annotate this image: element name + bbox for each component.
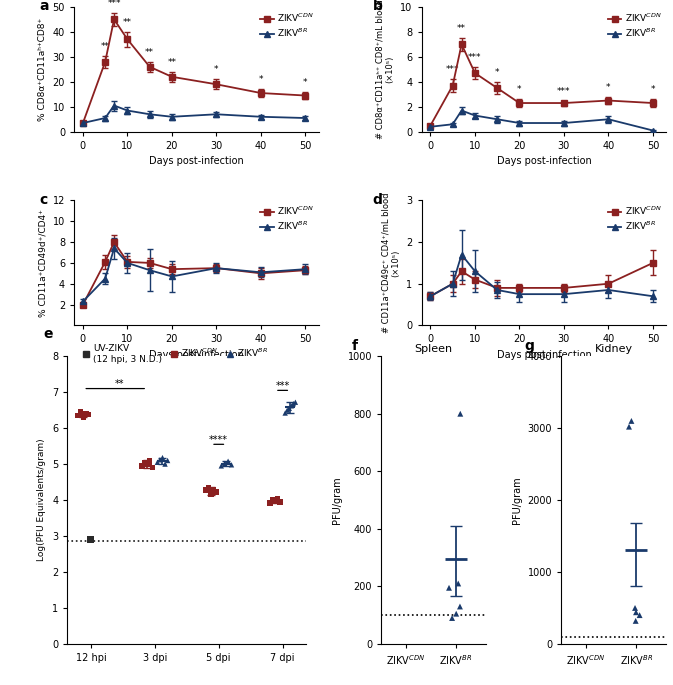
Y-axis label: Log(PFU Equivalents/gram): Log(PFU Equivalents/gram)	[38, 438, 46, 562]
Point	[75, 406, 86, 417]
Point	[626, 415, 637, 426]
Y-axis label: # CD8α⁺CD11aʰ⁺ CD8⁺/mL blood
(×10⁵): # CD8α⁺CD11aʰ⁺ CD8⁺/mL blood (×10⁵)	[376, 0, 394, 139]
Text: b: b	[373, 0, 382, 13]
Point	[137, 460, 147, 471]
Text: **: **	[457, 24, 466, 33]
Text: *: *	[606, 83, 610, 92]
Point	[216, 460, 227, 471]
Legend: ZIKV$^{CDN}$, ZIKV$^{BR}$: ZIKV$^{CDN}$, ZIKV$^{BR}$	[260, 12, 314, 39]
Point	[631, 615, 641, 626]
Legend: ZIKV$^{CDN}$, ZIKV$^{BR}$: ZIKV$^{CDN}$, ZIKV$^{BR}$	[260, 205, 314, 232]
Point	[634, 610, 645, 621]
Y-axis label: # CD11a⁺CD49c⁺ CD4⁺/mL blood
(×10⁵): # CD11a⁺CD49c⁺ CD4⁺/mL blood (×10⁵)	[382, 192, 400, 333]
X-axis label: Days post-infection: Days post-infection	[497, 350, 592, 360]
Point	[284, 403, 295, 414]
Legend: ZIKV$^{CDN}$, ZIKV$^{BR}$: ZIKV$^{CDN}$, ZIKV$^{BR}$	[608, 12, 662, 39]
Point	[203, 482, 214, 493]
Point	[288, 398, 299, 409]
Y-axis label: PFU/gram: PFU/gram	[332, 476, 342, 524]
Point	[267, 494, 278, 505]
X-axis label: Days post-infection: Days post-infection	[149, 156, 244, 166]
Point	[630, 603, 641, 614]
Title: Spleen: Spleen	[415, 344, 453, 354]
Point	[78, 412, 89, 423]
Text: ***: ***	[557, 86, 571, 95]
Text: *: *	[303, 78, 308, 87]
Text: f: f	[352, 339, 357, 353]
Point	[264, 497, 275, 508]
Point	[451, 608, 462, 619]
Text: c: c	[40, 193, 48, 207]
Point	[453, 578, 464, 589]
Point	[444, 582, 454, 593]
Text: *: *	[517, 86, 522, 95]
Point	[226, 460, 237, 471]
Point	[152, 457, 163, 468]
Text: ***: ***	[446, 65, 460, 74]
Point	[155, 454, 166, 465]
Y-axis label: % CD11a⁺CD49d⁺/CD4⁺: % CD11a⁺CD49d⁺/CD4⁺	[38, 209, 47, 317]
Point	[211, 486, 221, 497]
Point	[157, 452, 168, 463]
Point	[201, 484, 211, 495]
Text: d: d	[373, 193, 382, 207]
Text: a: a	[40, 0, 49, 13]
Legend: ZIKV$^{CDN}$, ZIKV$^{BR}$: ZIKV$^{CDN}$, ZIKV$^{BR}$	[608, 205, 662, 232]
Text: *: *	[214, 65, 219, 74]
Y-axis label: PFU/gram: PFU/gram	[512, 476, 522, 524]
Point	[275, 497, 285, 508]
Point	[144, 455, 155, 466]
Point	[208, 484, 219, 495]
Text: ***: ***	[275, 381, 290, 390]
Point	[223, 456, 234, 466]
Point	[270, 495, 281, 506]
Point	[280, 408, 291, 419]
Point	[219, 458, 230, 469]
Point	[142, 460, 153, 471]
Text: **: **	[123, 18, 132, 27]
X-axis label: Days post-infection: Days post-infection	[497, 156, 592, 166]
Text: **: **	[168, 58, 176, 67]
Point	[139, 457, 150, 468]
Point	[447, 612, 458, 623]
Point	[286, 400, 297, 411]
Text: g: g	[524, 339, 534, 353]
Text: e: e	[43, 327, 53, 341]
Point	[282, 405, 293, 416]
Text: ***: ***	[468, 53, 482, 62]
Point	[81, 408, 92, 419]
Point	[85, 534, 96, 545]
Point	[624, 421, 635, 432]
Title: Kidney: Kidney	[595, 344, 633, 354]
Text: *: *	[651, 86, 656, 95]
Point	[73, 410, 83, 421]
Text: *: *	[258, 75, 263, 84]
Point	[206, 489, 217, 500]
X-axis label: Days post-infection: Days post-infection	[149, 350, 244, 360]
Legend: UV-ZIKV
(12 hpi, 3 N.D.), ZIKV$^{CDN}$, ZIKV$^{BR}$: UV-ZIKV (12 hpi, 3 N.D.), ZIKV$^{CDN}$, …	[78, 340, 272, 367]
Text: *: *	[495, 68, 499, 77]
Text: ****: ****	[209, 434, 228, 445]
Text: **: **	[114, 379, 124, 389]
Text: **: **	[145, 48, 154, 57]
Point	[290, 397, 301, 408]
Text: **: **	[101, 42, 110, 51]
Point	[455, 408, 466, 419]
Point	[631, 607, 641, 618]
Y-axis label: % CD8α⁺CD11aʰ⁺CD8⁺: % CD8α⁺CD11aʰ⁺CD8⁺	[38, 18, 47, 121]
Point	[83, 409, 94, 420]
Point	[162, 455, 173, 466]
Point	[272, 493, 283, 503]
Point	[160, 459, 170, 470]
Text: ***: ***	[107, 0, 121, 8]
Point	[147, 462, 157, 473]
Point	[454, 601, 465, 612]
